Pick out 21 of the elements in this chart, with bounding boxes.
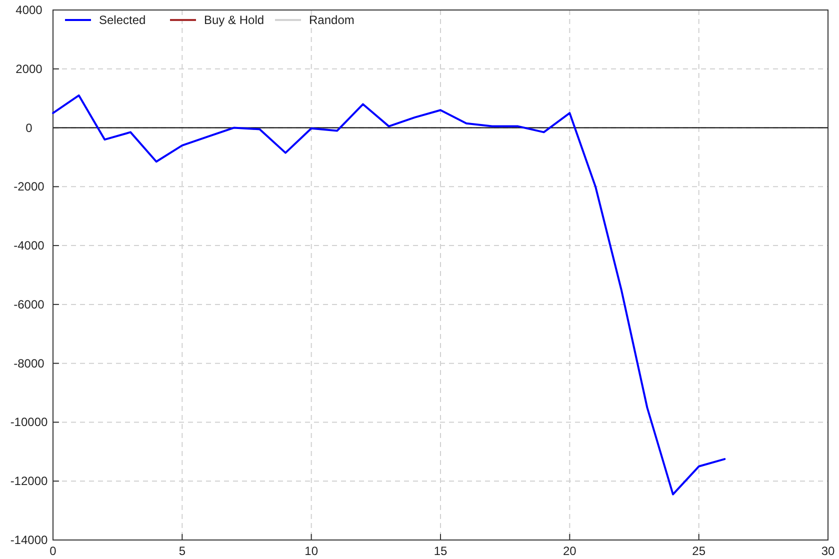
- y-tick-label: 4000: [16, 3, 43, 17]
- x-tick-label: 20: [562, 544, 577, 558]
- legend-label: Buy & Hold: [204, 13, 264, 27]
- x-tick-label: 15: [434, 544, 448, 558]
- y-tick-label: 0: [26, 120, 33, 135]
- x-tick-label: 10: [304, 544, 318, 558]
- legend-label: Selected: [99, 13, 146, 27]
- y-tick-label: -14000: [10, 533, 48, 547]
- x-tick-label: 5: [178, 544, 186, 558]
- y-tick-label: -12000: [10, 474, 48, 488]
- x-tick-label: 25: [692, 544, 706, 558]
- x-tick-label: 30: [821, 544, 835, 558]
- y-tick-label: -4000: [14, 238, 45, 253]
- x-tick-label: 0: [50, 544, 57, 558]
- y-tick-label: -10000: [10, 415, 48, 430]
- y-tick-label: -8000: [14, 356, 45, 370]
- line-series: [52, 94, 726, 496]
- y-tick-label: -2000: [14, 180, 45, 194]
- y-tick-label: 2000: [16, 62, 43, 76]
- y-tick-label: -6000: [14, 297, 45, 312]
- legend-label: Random: [309, 13, 354, 27]
